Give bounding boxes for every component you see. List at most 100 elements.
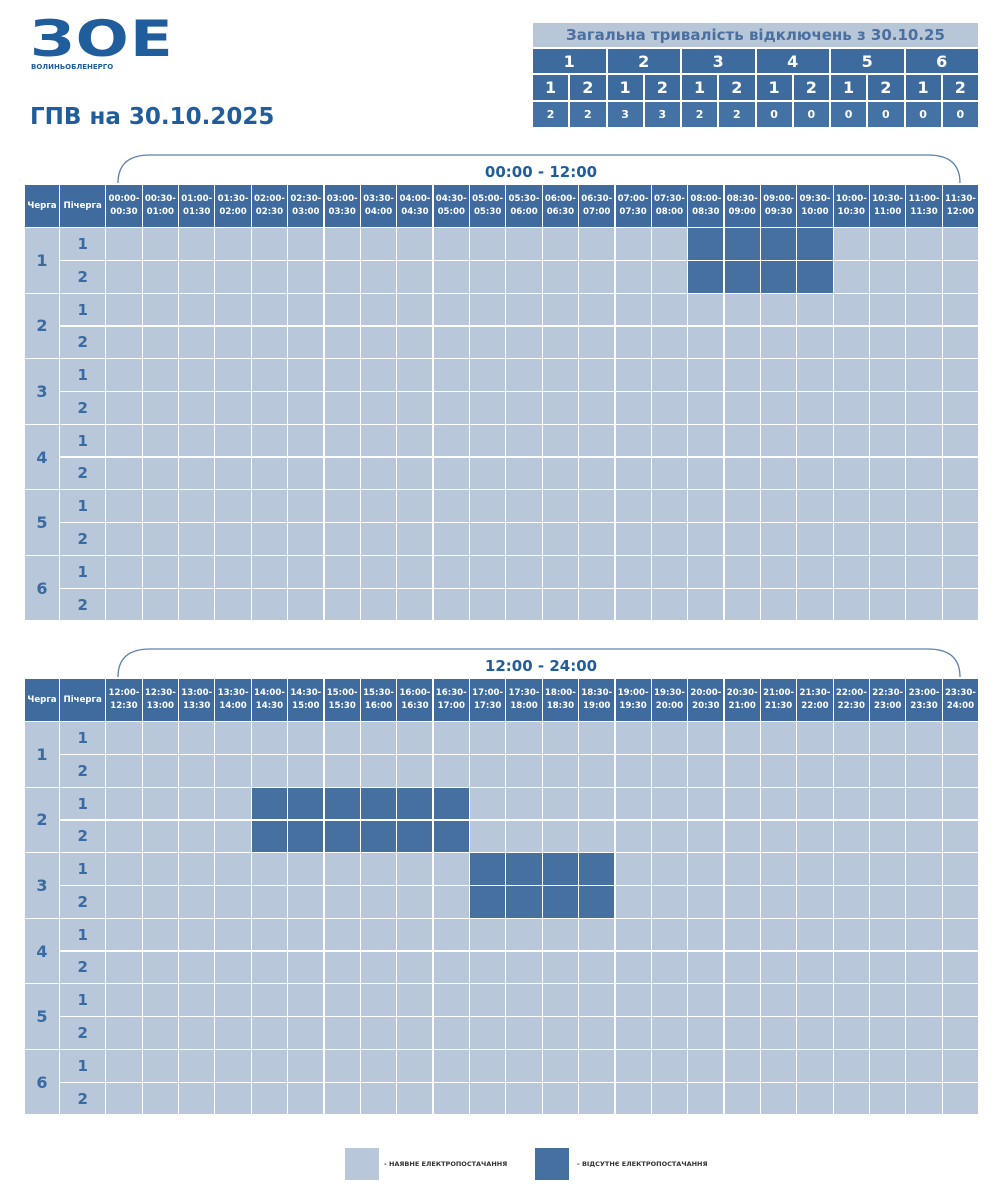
- slot-cell: [870, 260, 906, 293]
- slot-cell: [324, 260, 360, 293]
- slot-header: 14:30- 15:00: [288, 679, 324, 721]
- subqueue-label: 2: [60, 457, 106, 490]
- slot-cell: [942, 787, 978, 820]
- slot-cell: [760, 293, 797, 326]
- slot-cell: [579, 293, 615, 326]
- slot-cell: [906, 754, 942, 787]
- summary-subqueue: 2: [793, 75, 829, 100]
- summary-title: Загальна тривалість відключень з 30.10.2…: [533, 23, 978, 47]
- slot-cell: [906, 424, 942, 457]
- slot-cell: [470, 523, 506, 555]
- slot-cell: [688, 918, 724, 951]
- slot-cell: [542, 359, 578, 391]
- slot-header: 12:30- 13:00: [142, 679, 178, 721]
- slot-cell: [106, 1050, 142, 1082]
- slot-cell: [942, 326, 978, 359]
- slot-cell: [470, 754, 506, 787]
- slot-cell: [724, 1050, 760, 1082]
- slot-cell: [906, 1082, 942, 1115]
- slot-start: 07:00-: [617, 194, 649, 204]
- slot-cell: [433, 359, 469, 391]
- slot-cell: [760, 457, 797, 490]
- slot-start: 21:00-: [763, 688, 795, 698]
- summary-queue: 6: [905, 49, 978, 73]
- slot-cell: [397, 886, 433, 918]
- slot-cell: [215, 556, 251, 588]
- slot-cell: [579, 984, 615, 1017]
- slot-cell: [906, 1050, 942, 1082]
- slot-cell: [433, 984, 469, 1017]
- slot-start: 16:30-: [435, 688, 467, 698]
- summary-hours: 2: [533, 102, 569, 127]
- slot-cell: [760, 820, 797, 853]
- slot-start: 19:00-: [617, 688, 649, 698]
- slot-cell: [397, 951, 433, 984]
- slot-end: 21:30: [764, 701, 793, 711]
- slot-cell: [470, 886, 506, 918]
- slot-cell: [470, 1017, 506, 1049]
- slot-cell: [179, 457, 215, 490]
- slot-cell: [433, 424, 469, 457]
- slot-cell: [506, 228, 542, 260]
- slot-cell: [870, 918, 906, 951]
- queue-label: 4: [25, 918, 59, 984]
- slot-cell: [724, 588, 760, 621]
- subqueue-label: 1: [60, 984, 106, 1017]
- slot-cell: [506, 293, 542, 326]
- slot-end: 04:00: [364, 207, 393, 217]
- slot-cell: [470, 424, 506, 457]
- slot-cell: [179, 951, 215, 984]
- slot-start: 10:00-: [835, 194, 867, 204]
- slot-cell: [833, 984, 869, 1017]
- slot-cell: [179, 886, 215, 918]
- slot-cell: [142, 392, 178, 424]
- slot-cell: [833, 787, 869, 820]
- slot-cell: [688, 820, 724, 853]
- slot-cell: [470, 326, 506, 359]
- summary-subqueue: 2: [570, 75, 606, 100]
- slot-header: 17:30- 18:00: [506, 679, 542, 721]
- slot-cell: [942, 490, 978, 523]
- subqueue-label: 2: [60, 588, 106, 621]
- slot-start: 00:30-: [144, 194, 176, 204]
- slot-header: 01:30- 02:00: [215, 185, 251, 227]
- slot-cell: [542, 1017, 578, 1049]
- summary-subqueue: 1: [905, 75, 941, 100]
- slot-cell: [906, 787, 942, 820]
- slot-cell: [833, 754, 869, 787]
- slot-cell: [433, 392, 469, 424]
- slot-end: 14:30: [255, 701, 284, 711]
- slot-end: 12:00: [946, 207, 975, 217]
- slot-cell: [324, 754, 360, 787]
- slot-cell: [615, 1050, 651, 1082]
- bracket-line: [117, 154, 961, 184]
- slot-cell: [397, 588, 433, 621]
- slot-start: 09:00-: [763, 194, 795, 204]
- slot-cell: [615, 392, 651, 424]
- slot-cell: [433, 260, 469, 293]
- slot-cell: [724, 260, 760, 293]
- slot-cell: [106, 392, 142, 424]
- slot-cell: [142, 359, 178, 391]
- summary-subqueue: 1: [682, 75, 718, 100]
- slot-cell: [215, 359, 251, 391]
- slot-cell: [433, 951, 469, 984]
- slot-cell: [615, 556, 651, 588]
- slot-cell: [215, 326, 251, 359]
- slot-cell: [870, 293, 906, 326]
- slot-cell: [615, 787, 651, 820]
- slot-cell: [433, 523, 469, 555]
- slot-cell: [324, 1050, 360, 1082]
- period-label: 12:00 - 24:00: [484, 657, 598, 675]
- slot-start: 16:00-: [399, 688, 431, 698]
- slot-header: 23:30- 24:00: [942, 679, 978, 721]
- slot-cell: [615, 326, 651, 359]
- slot-end: 02:00: [219, 207, 247, 217]
- slot-cell: [470, 457, 506, 490]
- slot-cell: [106, 951, 142, 984]
- slot-cell: [688, 556, 724, 588]
- slot-header: 20:30- 21:00: [724, 679, 760, 721]
- slot-cell: [433, 754, 469, 787]
- slot-cell: [906, 359, 942, 391]
- slot-start: 11:00-: [908, 194, 940, 204]
